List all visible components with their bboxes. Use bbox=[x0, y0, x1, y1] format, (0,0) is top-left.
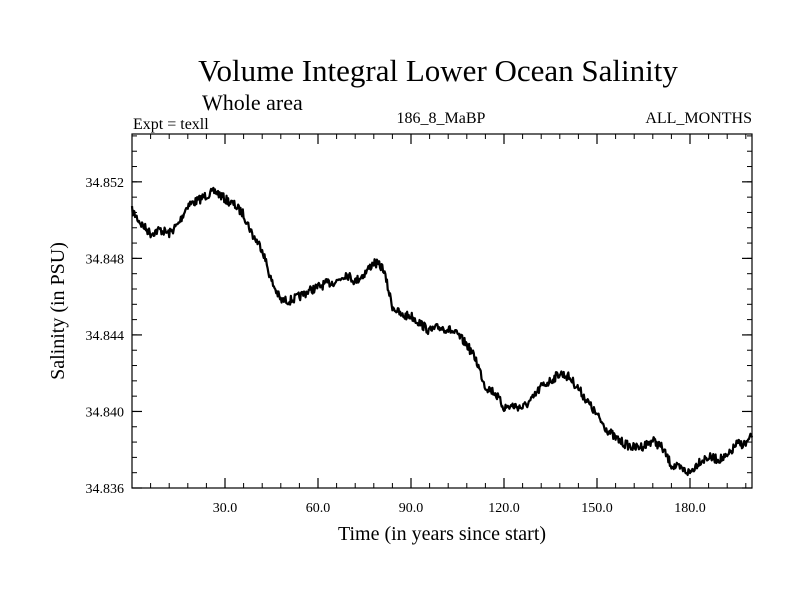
experiment-label: Expt = texll bbox=[133, 116, 209, 133]
y-tick-label: 34.852 bbox=[86, 176, 125, 191]
x-tick-label: 60.0 bbox=[306, 501, 331, 516]
x-tick-label: 90.0 bbox=[399, 501, 424, 516]
plot-frame bbox=[131, 133, 753, 489]
chart-subtitle: Whole area bbox=[202, 90, 303, 115]
y-tick-label: 34.840 bbox=[86, 405, 125, 420]
axis-ticks bbox=[132, 134, 752, 489]
x-axis-label: Time (in years since start) bbox=[338, 523, 546, 545]
x-tick-label: 180.0 bbox=[674, 501, 706, 516]
x-tick-label: 150.0 bbox=[581, 501, 613, 516]
chart-title: Volume Integral Lower Ocean Salinity bbox=[198, 53, 678, 88]
x-tick-label: 120.0 bbox=[488, 501, 520, 516]
y-tick-label: 34.848 bbox=[86, 252, 125, 267]
months-label: ALL_MONTHS bbox=[645, 110, 752, 127]
y-axis-label: Salinity (in PSU) bbox=[47, 242, 69, 380]
case-label: 186_8_MaBP bbox=[397, 110, 486, 127]
salinity-series-line bbox=[130, 186, 754, 477]
x-tick-label: 30.0 bbox=[213, 501, 238, 516]
y-tick-label: 34.836 bbox=[86, 482, 125, 497]
y-tick-label: 34.844 bbox=[86, 329, 125, 344]
axis-tick-labels: 30.0 60.0 90.0 120.0 150.0 180.0 34.836 34.840 3… bbox=[86, 176, 706, 516]
